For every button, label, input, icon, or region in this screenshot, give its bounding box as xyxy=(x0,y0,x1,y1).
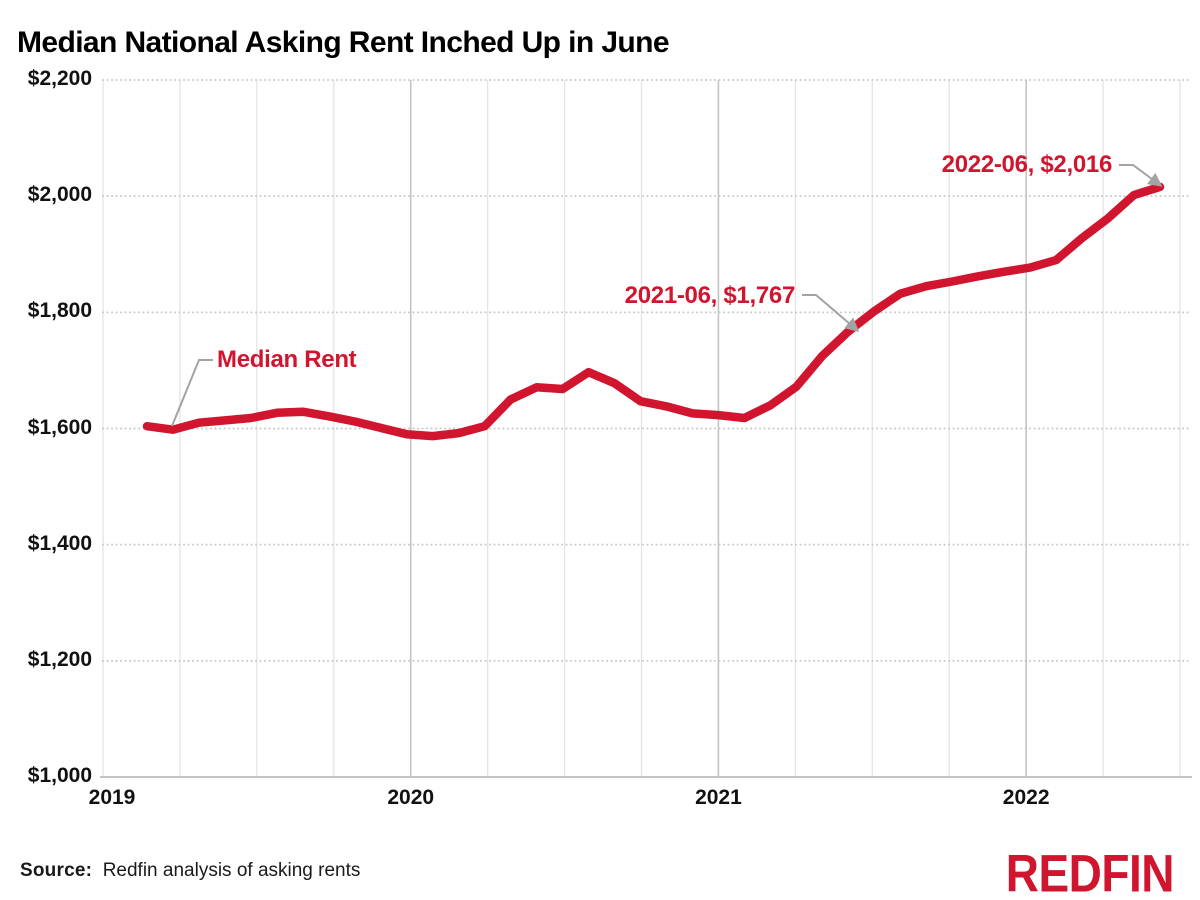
annotation-label: Median Rent xyxy=(217,346,357,373)
y-tick-label: $1,200 xyxy=(27,647,92,671)
chart-title: Median National Asking Rent Inched Up in… xyxy=(17,26,670,59)
redfin-logo: REDFIN xyxy=(1005,843,1175,900)
x-tick-label: 2021 xyxy=(695,786,742,809)
annotation-callout-line xyxy=(1119,164,1163,187)
y-tick-label: $1,400 xyxy=(27,531,92,555)
source-text: Redfin analysis of asking rents xyxy=(102,860,361,881)
annotation-label: 2022-06, $2,016 xyxy=(941,151,1113,178)
y-tick-label: $1,600 xyxy=(27,415,92,439)
y-tick-label: $1,000 xyxy=(27,764,92,787)
y-tick-label: $2,200 xyxy=(27,67,92,90)
x-tick-label: 2019 xyxy=(88,786,136,809)
x-tick-label: 2022 xyxy=(1002,786,1050,809)
annotation-label: 2021-06, $1,767 xyxy=(624,282,796,309)
source-label: Source: xyxy=(20,860,93,881)
median-rent-line xyxy=(142,182,1165,441)
x-tick-label: 2020 xyxy=(387,786,435,809)
y-tick-label: $2,000 xyxy=(27,183,92,207)
y-tick-label: $1,800 xyxy=(27,299,92,323)
annotation-callout-line xyxy=(802,294,860,332)
annotation-callout-line xyxy=(171,359,213,427)
source-note: Source: Redfin analysis of asking rents xyxy=(20,860,360,882)
